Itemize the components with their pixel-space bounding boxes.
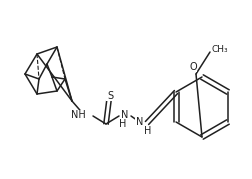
Text: NH: NH	[71, 110, 86, 120]
Text: S: S	[107, 91, 113, 101]
Text: H: H	[119, 119, 127, 129]
Text: N: N	[121, 110, 129, 120]
Text: CH₃: CH₃	[212, 45, 229, 54]
Text: N: N	[136, 117, 143, 127]
Text: O: O	[189, 62, 197, 72]
Text: H: H	[144, 126, 152, 136]
